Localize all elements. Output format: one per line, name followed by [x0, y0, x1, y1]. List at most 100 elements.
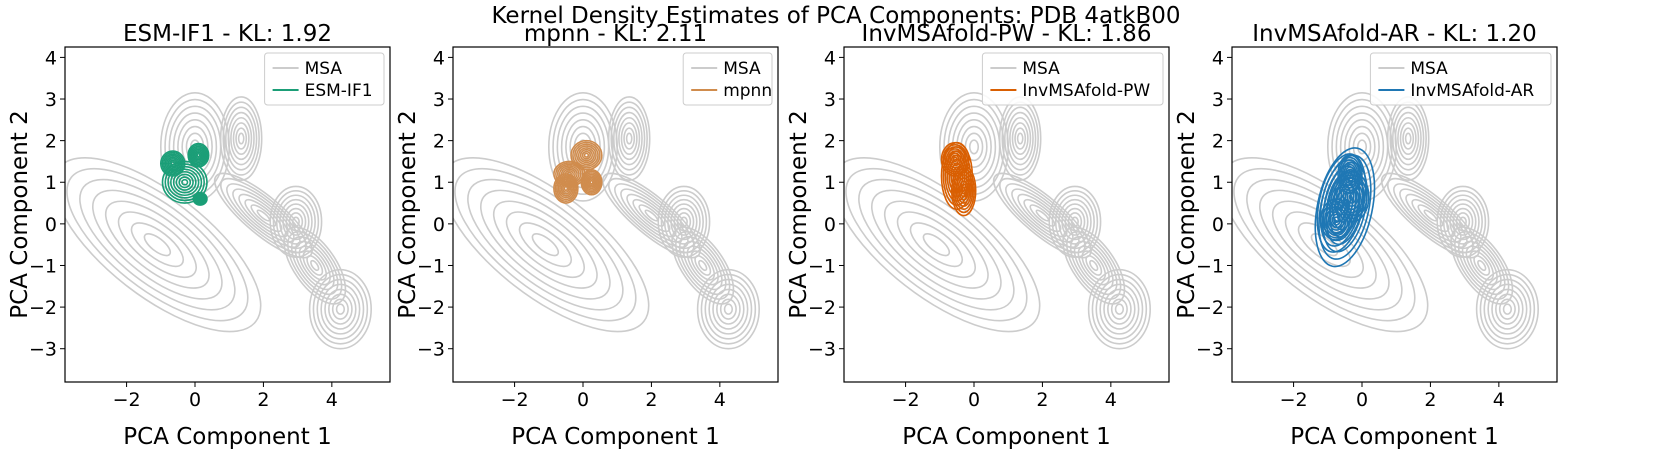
msa-contour-4-1: [719, 298, 737, 320]
y-tick-label: 3: [1212, 89, 1224, 111]
msa-contour-2-4: [1394, 111, 1422, 166]
msa-contour-0-6: [1233, 167, 1416, 322]
msa-contour-2-7: [607, 96, 651, 181]
panel-title: InvMSAfold-PW - KL: 1.86: [862, 21, 1152, 47]
legend-box: [1369, 52, 1552, 106]
x-axis-label: PCA Component 1: [511, 424, 719, 450]
msa-contour-5-2: [1411, 198, 1450, 233]
msa-contour-0-2: [896, 211, 976, 279]
msa-contour-6-1: [694, 255, 712, 276]
axes-frame: [1231, 46, 1558, 383]
y-tick-label: −2: [1196, 297, 1224, 319]
msa-contour-6-1: [1085, 255, 1103, 276]
msa-contour-2-6: [222, 101, 260, 176]
msa-contour-4-4: [708, 283, 749, 335]
method-contour-1-3: [956, 177, 971, 204]
msa-contour-6-2: [302, 250, 328, 281]
method-contour-2-3: [1342, 183, 1362, 211]
msa-contour-6-5: [1069, 235, 1118, 296]
plot-area: [453, 91, 760, 350]
msa-contour-1-0: [1356, 139, 1368, 155]
plot-area: [65, 91, 372, 350]
x-tick-label: 2: [1036, 389, 1048, 411]
msa-contour-2-1: [1014, 127, 1027, 150]
msa-contour-2-4: [615, 111, 643, 166]
plot-area: [1232, 91, 1539, 350]
msa-contour-2-3: [1397, 116, 1420, 161]
x-axis-label: PCA Component 1: [902, 424, 1110, 450]
x-tick-label: 2: [257, 389, 269, 411]
msa-contour-6-2: [1469, 250, 1495, 281]
msa-contour-1-0: [968, 139, 980, 155]
method-contour-2-3: [559, 180, 573, 197]
msa-contour-5-1: [638, 204, 665, 227]
msa-contour-6-0: [310, 259, 320, 272]
msa-contour-6-7: [1062, 226, 1126, 305]
msa-contour-5-3: [238, 193, 289, 238]
msa-contour-5-2: [244, 198, 283, 233]
method-contour-2-5: [944, 150, 970, 202]
msa-contour-1-1: [1352, 132, 1372, 162]
method-contour-4-3: [1343, 163, 1357, 185]
method-contour-1-0: [196, 152, 201, 158]
method-contour-4-4: [1341, 161, 1359, 187]
msa-contour-0-5: [467, 178, 624, 311]
panel-title: ESM-IF1 - KL: 1.92: [123, 21, 332, 47]
axes-frame: [843, 46, 1170, 383]
method-contour-3-7: [580, 168, 603, 196]
msa-contour-5-1: [1417, 204, 1444, 227]
y-tick-label: 1: [45, 172, 57, 194]
y-tick-label: −2: [808, 297, 836, 319]
msa-contour-4-3: [324, 288, 357, 330]
method-contour-2-7: [161, 160, 208, 204]
method-contour-2-6: [164, 163, 205, 202]
msa-contour-6-3: [1077, 245, 1110, 286]
msa-contour-4-1: [331, 298, 349, 320]
y-tick-label: 0: [45, 214, 57, 236]
msa-contour-4-0: [723, 303, 734, 315]
y-tick-label: −1: [808, 255, 836, 277]
legend-entry: mpnn: [723, 81, 772, 101]
msa-contour-0-6: [845, 167, 1028, 322]
method-contours: [159, 142, 210, 206]
y-tick-label: 0: [1212, 214, 1224, 236]
msa-contour-6-4: [1461, 240, 1502, 291]
method-contour-2-2: [175, 173, 194, 191]
msa-contour-6-5: [290, 235, 339, 296]
x-tick-label: 4: [326, 389, 338, 411]
method-contour-4-2: [1344, 166, 1356, 182]
y-tick-label: 4: [45, 47, 57, 69]
y-tick-label: 3: [824, 89, 836, 111]
method-contour-3-3: [585, 175, 598, 190]
msa-contour-2-3: [618, 116, 641, 161]
x-tick-label: −2: [501, 389, 529, 411]
y-tick-label: 2: [824, 131, 836, 153]
msa-contour-3-4: [279, 198, 313, 245]
msa-contour-4-1: [1110, 298, 1128, 320]
x-tick-label: 0: [577, 389, 589, 411]
msa-contour-4-1: [1498, 298, 1516, 320]
msa-contour-2-0: [1016, 132, 1024, 145]
msa-contour-2-7: [1386, 96, 1430, 181]
method-contour-1-5: [189, 145, 207, 165]
msa-contour-6-4: [1073, 240, 1114, 291]
legend-box: [264, 52, 385, 106]
x-tick-label: 0: [968, 389, 980, 411]
msa-contour-2-6: [610, 101, 648, 176]
msa-contour-6-5: [678, 235, 727, 296]
msa-contours: [453, 91, 760, 350]
msa-contour-4-0: [1502, 303, 1513, 315]
msa-contour-6-4: [294, 240, 335, 291]
msa-contour-6-0: [698, 259, 708, 272]
legend-entry: MSA: [723, 59, 761, 79]
method-contour-1-0: [961, 186, 967, 195]
y-axis-label: PCA Component 2: [7, 110, 33, 318]
msa-contour-0-7: [844, 157, 1041, 333]
msa-contour-5-0: [1423, 209, 1438, 222]
panel-title: InvMSAfold-AR - KL: 1.20: [1252, 21, 1537, 47]
msa-contour-5-5: [614, 183, 689, 248]
msa-contour-0-7: [453, 157, 650, 333]
msa-contour-0-1: [130, 222, 185, 268]
